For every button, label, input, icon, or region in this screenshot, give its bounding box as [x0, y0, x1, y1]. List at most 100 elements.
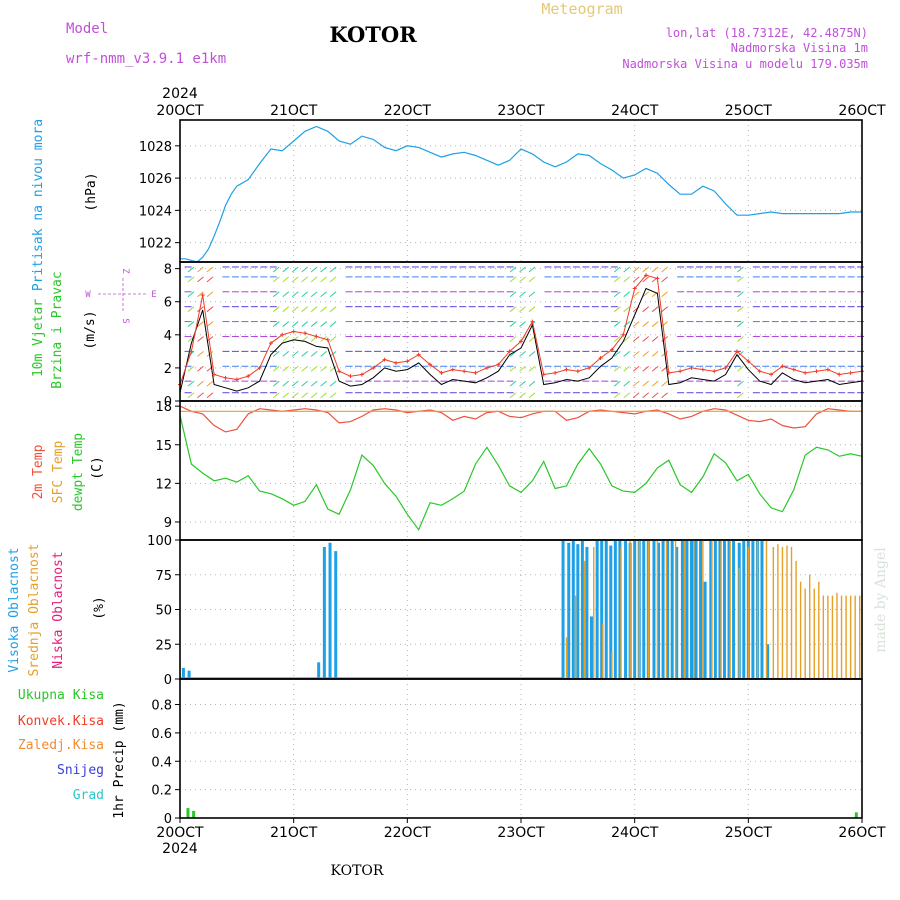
wind-arrow	[642, 321, 650, 327]
wind-arrow	[320, 380, 327, 387]
gust-point	[348, 374, 353, 379]
wind-arrow	[206, 321, 214, 327]
wind-arrow	[632, 276, 640, 283]
wind-label-2: Brzina i Pravac	[50, 271, 65, 388]
bar-srednja-oblacnost	[647, 540, 650, 679]
wind-arrow	[642, 365, 650, 372]
wind-arrow	[632, 392, 640, 399]
wind-arrow	[320, 321, 327, 327]
wind-arrow	[613, 392, 621, 399]
wind-arrow	[642, 276, 650, 283]
bar-visoka-oblacnost	[567, 542, 571, 679]
wind-arrow	[737, 380, 744, 387]
gust-point	[791, 367, 796, 372]
wind-arrow	[651, 365, 659, 372]
wind-arrow	[329, 392, 337, 399]
compass-east: E	[151, 290, 156, 300]
gust-point	[757, 369, 762, 374]
wind-arrow	[197, 380, 204, 387]
bar-visoka-oblacnost	[666, 540, 670, 679]
y-tick-label: 0.2	[151, 784, 172, 799]
bar-srednja-oblacnost	[845, 595, 847, 679]
wind-arrow	[301, 291, 309, 298]
wind-arrow	[613, 276, 621, 283]
bar-visoka-oblacnost	[585, 546, 589, 679]
wind-arrow	[519, 365, 526, 372]
wind-arrow	[329, 336, 337, 342]
wind-arrow	[509, 306, 517, 313]
wind-arrow	[737, 365, 744, 372]
wind-arrow	[310, 266, 318, 273]
wind-arrow	[642, 291, 650, 298]
bar-srednja-oblacnost	[693, 540, 695, 679]
pressure-label: Pritisak na nivou mora	[31, 119, 46, 291]
temp-label-sfc: SFC Temp	[51, 441, 66, 504]
wind-arrow	[282, 306, 290, 313]
wind-arrow	[329, 291, 337, 298]
wind-arrow	[661, 276, 668, 283]
wind-compass: Z W E S	[85, 268, 156, 323]
y-tick-label: 2	[164, 362, 172, 377]
bar-srednja-oblacnost	[629, 540, 631, 679]
gust-point	[189, 349, 194, 354]
wind-arrow	[737, 306, 744, 313]
bar-srednja-oblacnost	[720, 540, 722, 679]
gust-point	[496, 362, 501, 367]
wind-arrow	[623, 291, 631, 298]
wind-arrow	[737, 336, 744, 342]
wind-arrow	[737, 291, 744, 298]
bar-visoka-oblacnost	[561, 540, 565, 679]
wind-arrow	[613, 365, 621, 372]
bar-srednja-oblacnost	[813, 588, 815, 679]
bar-visoka-oblacnost	[703, 581, 707, 679]
bar-srednja-oblacnost	[729, 540, 731, 679]
wind-arrow	[329, 321, 337, 327]
bar-visoka-oblacnost	[690, 540, 693, 679]
gust-point	[541, 372, 546, 377]
series-2m-temp-line	[179, 405, 862, 433]
panels: 1022102410261028024689121518025507510000…	[139, 119, 865, 827]
compass-north: Z	[120, 268, 130, 274]
bar-srednja-oblacnost	[804, 588, 806, 679]
wind-arrow	[623, 365, 631, 372]
wind-arrow	[282, 336, 290, 342]
wind-arrow	[642, 306, 650, 313]
bottom-tick-label: 21OCT	[270, 825, 318, 841]
gust-point	[712, 369, 717, 374]
wind-arrow	[206, 291, 214, 298]
product-title: Meteogram	[541, 0, 622, 18]
precip-legend-total: Ukupna Kisa	[18, 688, 104, 703]
wind-arrow	[519, 306, 526, 313]
gust-point	[575, 369, 580, 374]
wind-arrow	[623, 350, 631, 357]
model-altitude-label: Nadmorska Visina u modelu 179.035m	[622, 57, 868, 71]
cloud-label-low: Niska Oblacnost	[51, 551, 66, 668]
panel-pressure: 1022 1024 1026 1028	[139, 119, 863, 263]
gust-point	[780, 364, 785, 369]
wind-arrow	[632, 291, 640, 298]
gust-point	[689, 365, 694, 370]
y-tick-label: 1022	[139, 237, 172, 252]
bar-ukupna-kisa	[186, 808, 190, 818]
y-tick-label: 50	[155, 604, 172, 619]
wind-arrow	[187, 392, 195, 399]
gust-point	[746, 359, 751, 364]
wind-arrow	[661, 380, 668, 387]
wind-arrow	[291, 321, 299, 327]
wind-arrow	[661, 291, 668, 298]
bar-srednja-oblacnost	[822, 595, 825, 679]
bar-srednja-oblacnost	[818, 581, 820, 679]
gust-point	[223, 375, 228, 380]
y-tick-label: 0	[164, 395, 172, 410]
wind-arrow	[613, 266, 621, 273]
gust-point	[405, 359, 410, 364]
wind-arrow	[528, 291, 536, 298]
wind-arrow	[291, 276, 299, 283]
bar-srednja-oblacnost	[656, 540, 659, 679]
gust-point	[439, 370, 444, 375]
wind-arrow	[509, 365, 517, 372]
wind-arrow	[528, 266, 536, 273]
wind-arrow	[187, 306, 195, 313]
bar-visoka-oblacnost	[609, 545, 613, 679]
gust-point	[473, 370, 478, 375]
